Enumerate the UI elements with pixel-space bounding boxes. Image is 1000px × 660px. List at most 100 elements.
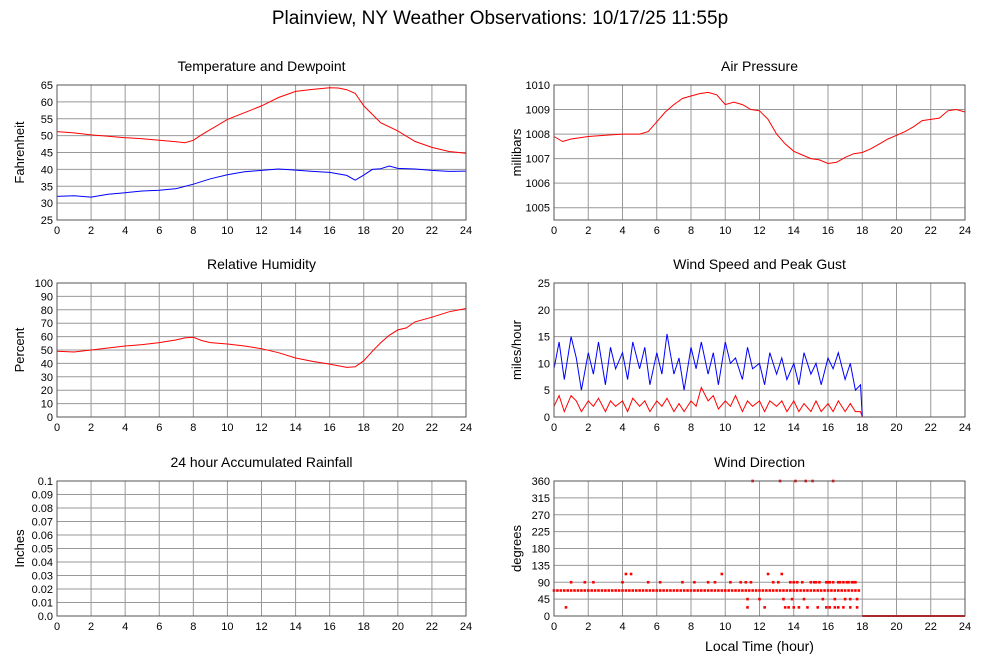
scatter-point — [703, 589, 706, 592]
x-tick-label: 6 — [654, 621, 660, 633]
chart-title: 24 hour Accumulated Rainfall — [170, 454, 352, 470]
scatter-point — [857, 589, 861, 592]
scatter-point — [847, 580, 850, 584]
scatter-point — [569, 589, 573, 592]
scatter-point — [746, 606, 749, 609]
scatter-point — [806, 606, 809, 609]
scatter-point — [624, 589, 628, 592]
scatter-point — [799, 589, 802, 592]
scatter-point — [855, 606, 859, 609]
scatter-point — [778, 589, 782, 592]
scatter-point — [562, 589, 566, 592]
scatter-point — [658, 580, 662, 584]
scatter-point — [761, 589, 765, 592]
scatter-point — [655, 589, 659, 592]
scatter-point — [723, 589, 727, 592]
x-tick-label: 14 — [788, 225, 800, 237]
scatter-point — [850, 580, 854, 584]
scatter-point — [848, 606, 852, 609]
scatter-point — [823, 589, 826, 592]
scatter-point — [789, 580, 792, 584]
scatter-point — [730, 589, 734, 592]
scatter-point — [809, 589, 813, 592]
x-tick-label: 20 — [392, 621, 404, 633]
y-tick-label: 35 — [41, 181, 53, 193]
scatter-point — [744, 580, 748, 584]
y-axis-label: millibars — [509, 128, 524, 176]
scatter-point — [777, 580, 780, 584]
y-tick-label: 20 — [538, 305, 550, 317]
y-tick-label: 65 — [41, 80, 53, 92]
scatter-point — [801, 580, 804, 584]
y-axis-label: miles/hour — [509, 319, 524, 380]
y-tick-label: 1005 — [526, 203, 550, 215]
y-tick-label: 10 — [538, 358, 550, 370]
y-tick-label: 0.03 — [32, 571, 53, 583]
scatter-point — [854, 589, 857, 592]
series-line-0 — [553, 333, 965, 418]
scatter-point — [646, 580, 650, 584]
scatter-point — [826, 580, 830, 584]
scatter-point — [631, 589, 635, 592]
x-tick-label: 18 — [358, 422, 370, 434]
series-line-1 — [56, 165, 467, 198]
scatter-point — [763, 606, 766, 609]
scatter-point — [693, 580, 696, 584]
x-tick-label: 14 — [289, 621, 301, 633]
scatter-point — [682, 589, 686, 592]
x-tick-label: 8 — [190, 422, 196, 434]
x-tick-label: 10 — [221, 422, 233, 434]
scatter-point — [758, 589, 761, 592]
plot-frame — [56, 282, 467, 418]
scatter-point — [771, 589, 775, 592]
scatter-point — [573, 589, 576, 592]
y-tick-label: 0.09 — [32, 490, 53, 502]
scatter-point — [809, 580, 813, 584]
y-tick-label: 55 — [41, 114, 53, 126]
x-tick-label: 10 — [221, 225, 233, 237]
y-tick-label: 30 — [41, 198, 53, 210]
x-tick-label: 0 — [54, 621, 60, 633]
scatter-point — [847, 589, 850, 592]
scatter-point — [686, 589, 689, 592]
scatter-point — [672, 589, 676, 592]
x-tick-label: 12 — [753, 621, 765, 633]
y-tick-label: 5 — [544, 385, 550, 397]
x-tick-label: 22 — [426, 225, 438, 237]
scatter-point — [766, 572, 770, 576]
scatter-point — [795, 580, 799, 584]
y-tick-label: 25 — [41, 215, 53, 227]
y-tick-label: 10 — [41, 399, 53, 411]
scatter-point — [792, 606, 796, 609]
series-line-0 — [56, 87, 467, 154]
scatter-point — [734, 589, 737, 592]
scatter-point — [717, 589, 720, 592]
scatter-point — [696, 589, 700, 592]
series-line-0 — [56, 308, 467, 368]
scatter-point — [583, 589, 587, 592]
x-tick-label: 4 — [619, 225, 625, 237]
scatter-point — [768, 589, 772, 592]
x-tick-label: 20 — [890, 621, 902, 633]
x-tick-label: 0 — [54, 225, 60, 237]
scatter-point — [679, 589, 683, 592]
scatter-point — [699, 589, 703, 592]
x-tick-label: 16 — [324, 225, 336, 237]
scatter-point — [850, 589, 854, 592]
scatter-point — [638, 589, 641, 592]
scatter-point — [713, 580, 717, 584]
x-tick-label: 18 — [358, 621, 370, 633]
x-tick-label: 0 — [551, 225, 557, 237]
x-tick-label: 12 — [753, 422, 765, 434]
x-tick-label: 24 — [460, 422, 472, 434]
scatter-point — [676, 589, 679, 592]
scatter-point — [852, 580, 855, 584]
y-tick-label: 25 — [538, 278, 550, 290]
x-tick-label: 22 — [925, 422, 937, 434]
y-tick-label: 270 — [532, 510, 550, 522]
x-tick-label: 12 — [255, 621, 267, 633]
x-tick-label: 16 — [822, 225, 834, 237]
y-tick-label: 315 — [532, 493, 550, 505]
